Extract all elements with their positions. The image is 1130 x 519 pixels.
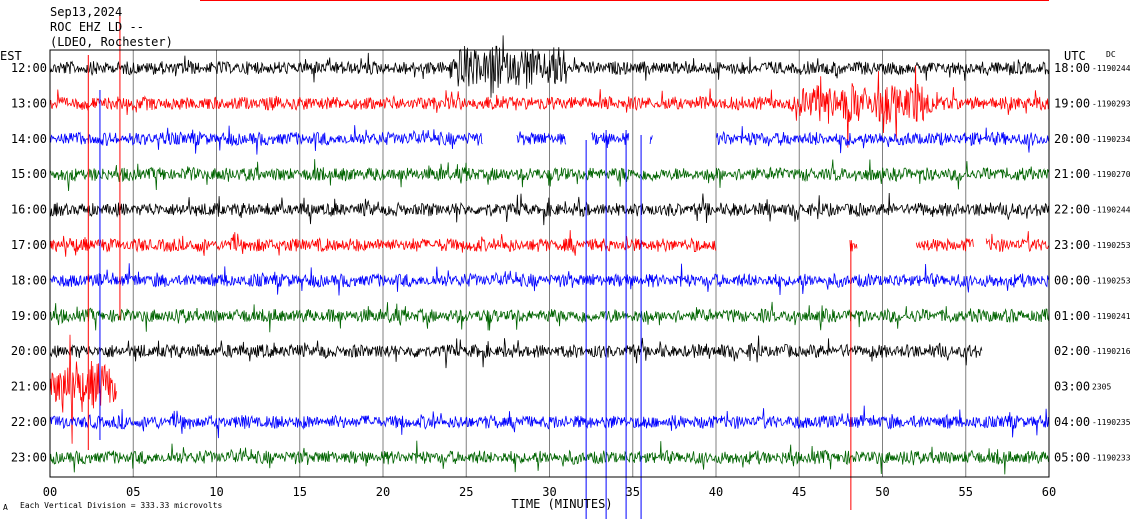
dc-offset-label: -1190293 [1092, 99, 1130, 108]
est-hour-label: 15:00 [11, 167, 47, 181]
left-axis-label: EST [0, 49, 22, 63]
x-tick-label: 45 [792, 485, 806, 499]
est-hour-label: 19:00 [11, 309, 47, 323]
x-tick-label: 00 [43, 485, 57, 499]
dc-offset-label: -1190270 [1092, 170, 1130, 179]
seismic-trace [49, 263, 1050, 296]
header-date: Sep13,2024 [50, 5, 122, 19]
est-hour-label: 12:00 [11, 61, 47, 75]
est-hour-label: 17:00 [11, 238, 47, 252]
right-axis-label: UTC [1064, 49, 1086, 63]
x-tick-label: 10 [209, 485, 223, 499]
dc-offset-labels: -1190244 -1190293 -1190234 -1190270 -1190244… [1092, 64, 1130, 462]
x-tick-label: 30 [542, 485, 556, 499]
plot-frame [49, 49, 1050, 478]
dc-label: DC [1106, 50, 1116, 59]
seismic-trace [49, 35, 1050, 98]
est-hour-label: 21:00 [11, 380, 47, 394]
est-hour-label: 13:00 [11, 96, 47, 110]
x-tick-label: 50 [875, 485, 889, 499]
footer-symbol: A [3, 503, 8, 512]
seismic-trace [49, 125, 1050, 155]
utc-hour-label: 02:00 [1054, 344, 1090, 358]
est-hour-label: 18:00 [11, 273, 47, 287]
utc-hour-label: 18:00 [1054, 61, 1090, 75]
dc-offset-label: -1190253 [1092, 241, 1130, 250]
est-hour-label: 16:00 [11, 203, 47, 217]
footer-note: Each Vertical Division = 333.33 microvol… [20, 501, 222, 510]
est-hour-labels: 12:00 13:00 14:00 15:00 16:00 17:00 18:00 19:00… [11, 61, 47, 464]
header-network: (LDEO, Rochester) [50, 35, 173, 49]
dc-offset-label: -1190244 [1092, 206, 1130, 215]
utc-hour-label: 01:00 [1054, 309, 1090, 323]
utc-hour-label: 21:00 [1054, 167, 1090, 181]
x-tick-labels: 00 05 10 15 20 25 30 35 40 45 50 55 60 [43, 485, 1056, 499]
x-tick-label: 15 [293, 485, 307, 499]
seismic-traces [49, 10, 1050, 519]
utc-hour-label: 03:00 [1054, 380, 1090, 394]
dc-offset-label: -1190253 [1092, 276, 1130, 285]
dc-offset-label: -1190234 [1092, 135, 1130, 144]
x-tick-label: 20 [376, 485, 390, 499]
seismic-trace [49, 440, 1050, 475]
utc-hour-label: 04:00 [1054, 415, 1090, 429]
grid-lines [132, 50, 967, 477]
utc-hour-label: 05:00 [1054, 450, 1090, 464]
seismic-trace [49, 301, 1050, 333]
seismic-trace [49, 65, 1050, 148]
seismic-trace [49, 159, 1050, 192]
seismic-trace [49, 192, 1050, 226]
dc-offset-label: -1190241 [1092, 312, 1130, 321]
x-tick-label: 25 [459, 485, 473, 499]
x-tick-label: 55 [959, 485, 973, 499]
utc-hour-labels: 18:00 19:00 20:00 21:00 22:00 23:00 00:00 01:00… [1054, 61, 1090, 464]
x-tick-label: 40 [709, 485, 723, 499]
seismic-trace [49, 230, 1049, 257]
dc-offset-label: 2305 [1092, 383, 1111, 392]
dc-offset-label: -1190216 [1092, 347, 1130, 356]
est-hour-label: 20:00 [11, 344, 47, 358]
seismic-trace [49, 335, 983, 369]
x-tick-label: 60 [1042, 485, 1056, 499]
utc-hour-label: 19:00 [1054, 96, 1090, 110]
x-axis-label: TIME (MINUTES) [511, 497, 612, 511]
utc-hour-label: 20:00 [1054, 132, 1090, 146]
est-hour-label: 22:00 [11, 415, 47, 429]
header-station: ROC EHZ LD -- [50, 20, 144, 34]
dc-offset-label: -1190233 [1092, 453, 1130, 462]
utc-hour-label: 23:00 [1054, 238, 1090, 252]
utc-hour-label: 00:00 [1054, 273, 1090, 287]
seismic-trace [49, 334, 117, 444]
est-hour-label: 23:00 [11, 450, 47, 464]
utc-hour-label: 22:00 [1054, 203, 1090, 217]
dc-offset-label: -1190235 [1092, 418, 1130, 427]
x-tick-label: 05 [126, 485, 140, 499]
seismic-trace [49, 405, 1050, 439]
est-hour-label: 14:00 [11, 132, 47, 146]
x-tick-label: 35 [626, 485, 640, 499]
dc-offset-label: -1190244 [1092, 64, 1130, 73]
